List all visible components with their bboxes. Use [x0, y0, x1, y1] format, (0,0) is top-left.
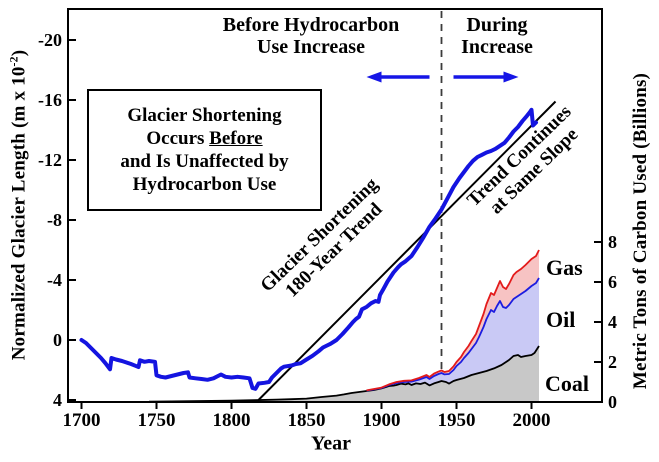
- right-axis-tick-label: 2: [608, 352, 617, 372]
- left-axis-title-close: ): [8, 49, 30, 57]
- right-axis-tick-label: 4: [608, 312, 617, 332]
- header-before-line1: Before Hydrocarbon: [222, 14, 400, 36]
- arrow-left-icon: [366, 71, 382, 83]
- x-axis-tick-label: 1750: [138, 410, 176, 431]
- gas-series-label: Gas: [546, 255, 583, 280]
- right-axis-title: Metric Tons of Carbon Used (Billions): [630, 72, 651, 390]
- x-axis-tick-label: 1800: [213, 410, 251, 431]
- x-axis-tick-label: 1850: [288, 410, 326, 431]
- coal-area: [149, 346, 539, 402]
- coal-line: [148, 345, 540, 403]
- left-axis-title: Normalized Glacier Length (m x 10-2): [7, 50, 30, 361]
- right-axis-tick-label: 6: [608, 272, 617, 292]
- right-axis-tick-label: 0: [608, 392, 617, 412]
- claim-line2-pre: Occurs: [146, 127, 210, 149]
- header-before-line2: Use Increase: [257, 36, 365, 59]
- oil-line: [366, 277, 540, 392]
- header-during-line1: During: [466, 14, 528, 36]
- claim-line4: Hydrocarbon Use: [132, 174, 277, 196]
- trend-line: [257, 100, 557, 401]
- claim-line1: Glacier Shortening: [127, 104, 282, 126]
- header-before-increase: Before Hydrocarbon Use Increase: [223, 14, 399, 59]
- left-axis-title-main: Normalized Glacier Length (m x 10: [8, 66, 30, 361]
- right-axis-tick-label: 8: [608, 232, 617, 252]
- glacier-length-line: [79, 107, 538, 391]
- x-axis-tick-label: 1900: [363, 410, 401, 431]
- left-axis-title-superscript: -2: [7, 56, 21, 67]
- claim-text-box: Glacier Shortening Occurs Before and Is …: [87, 89, 322, 211]
- left-axis-tick-label: -12: [38, 150, 62, 170]
- x-axis-tick-label: 1950: [438, 410, 476, 431]
- gas-line: [366, 249, 540, 392]
- plot-border: [67, 8, 603, 403]
- coal-series-label: Coal: [545, 371, 589, 396]
- header-during-line2: Increase: [461, 36, 533, 59]
- x-axis-tick-label: 2000: [513, 410, 551, 431]
- header-during-increase: During Increase: [461, 14, 533, 59]
- claim-line3: and Is Unaffected by: [120, 151, 289, 172]
- claim-line2: Occurs Before: [146, 127, 262, 150]
- left-axis-tick-label: -8: [47, 210, 62, 230]
- x-axis-tick-label: 1700: [63, 410, 101, 431]
- left-axis-tick-label: -20: [38, 30, 62, 50]
- claim-line2-underlined: Before: [209, 127, 263, 149]
- left-axis-tick-label: -4: [47, 270, 62, 290]
- arrow-right-icon: [503, 71, 519, 83]
- oil-series-label: Oil: [546, 307, 576, 332]
- left-axis-tick-label: 0: [53, 330, 62, 350]
- x-axis-title: Year: [311, 432, 351, 455]
- left-axis-tick-label: -16: [38, 90, 62, 110]
- left-axis-tick-label: 4: [53, 390, 62, 410]
- oil-area: [366, 278, 539, 391]
